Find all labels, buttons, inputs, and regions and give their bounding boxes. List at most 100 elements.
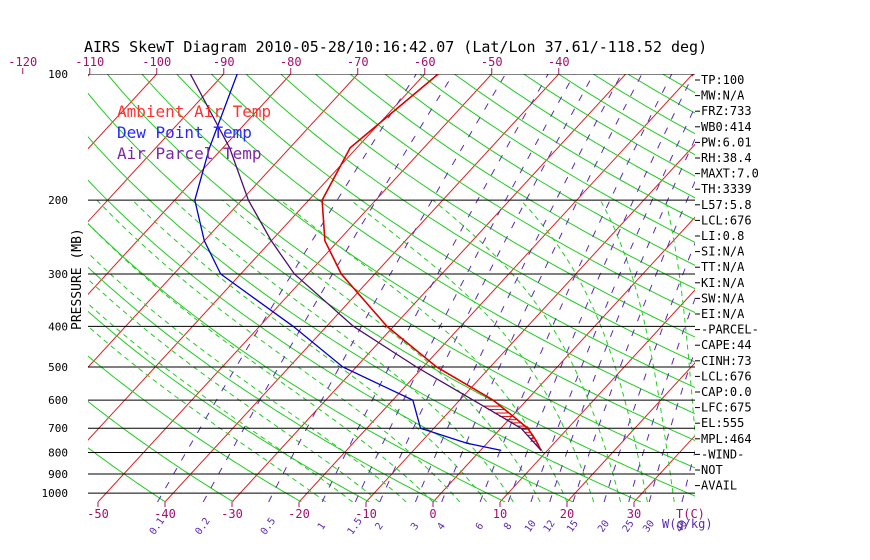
isotherm xyxy=(88,74,426,441)
panel-item: CINH:73 xyxy=(701,354,752,368)
pressure-tick-label: 1000 xyxy=(42,487,69,500)
mixing-ratio-line xyxy=(549,137,695,502)
dry-adiabat xyxy=(801,74,870,502)
series-point xyxy=(236,74,238,75)
panel-item: NOT xyxy=(701,463,723,477)
mixing-ratio-tick-label: 10 xyxy=(523,518,539,534)
mixing-ratio-tick-label: 2 xyxy=(373,521,385,532)
moist-adiabat xyxy=(222,199,541,502)
mixing-ratio-unit-label: W(g/kg) xyxy=(662,517,713,531)
series-point xyxy=(203,240,205,242)
bottom-tick-label: -10 xyxy=(355,507,377,521)
mixing-ratio-tick-label: 0.2 xyxy=(193,516,212,537)
panel-item: TP:100 xyxy=(701,73,744,87)
dry-adiabat xyxy=(836,74,870,502)
y-axis-label: PRESSURE (MB) xyxy=(70,228,85,330)
series-point xyxy=(492,399,494,401)
moist-adiabat xyxy=(88,252,407,502)
top-axis: -120 -110 -100 -90 -80 -70 -60 -50 -40 xyxy=(8,55,570,74)
top-tick-label: -60 xyxy=(414,55,436,69)
series-point xyxy=(352,325,354,327)
dry-adiabat xyxy=(88,179,574,502)
bottom-tick-label: 10 xyxy=(493,507,507,521)
legend-item: Dew Point Temp xyxy=(117,123,252,142)
panel-item: LCL:676 xyxy=(701,213,752,227)
series-point xyxy=(520,427,522,429)
panel-item: EL:555 xyxy=(701,416,744,430)
isotherm xyxy=(633,434,695,502)
moist-adiabat xyxy=(350,199,595,502)
top-tick-label: -120 xyxy=(8,55,37,69)
mixing-ratio-line xyxy=(157,74,417,502)
series-point xyxy=(437,74,439,75)
top-tick-label: -70 xyxy=(347,55,369,69)
isotherm xyxy=(88,74,225,223)
isotherm xyxy=(835,74,870,502)
top-tick-label: -50 xyxy=(481,55,503,69)
bottom-tick-label: -20 xyxy=(288,507,310,521)
dry-adiabat xyxy=(88,447,166,502)
mixing-ratio-line xyxy=(603,241,695,502)
dry-adiabat xyxy=(280,74,695,338)
moist-adiabat xyxy=(88,278,380,502)
series-point xyxy=(386,325,388,327)
ambient-air-temp-line xyxy=(321,74,542,451)
series-point xyxy=(540,449,542,451)
series-point xyxy=(415,366,418,368)
dry-adiabat xyxy=(88,266,438,502)
series-point xyxy=(247,199,249,201)
pressure-tick-label: 300 xyxy=(48,268,68,281)
pressure-axis: 100 200 300 400 500 600 700 800 900 1000 xyxy=(42,68,69,500)
mixing-ratio-line xyxy=(414,74,622,502)
series-point xyxy=(208,147,211,149)
panel-item: WB0:414 xyxy=(701,120,752,134)
mixing-ratio-line xyxy=(202,74,454,502)
series-point xyxy=(293,273,295,275)
pressure-tick-label: 100 xyxy=(48,68,68,81)
pressure-tick-label: 800 xyxy=(48,447,68,460)
panel-item: SW:N/A xyxy=(701,291,745,305)
panel-item: CAPE:44 xyxy=(701,338,752,352)
series-point xyxy=(535,440,537,442)
dry-adiabat xyxy=(245,74,695,363)
dry-adiabat xyxy=(767,74,870,502)
isotherm xyxy=(97,74,493,502)
sounding-series xyxy=(189,74,542,451)
series-point xyxy=(321,199,323,201)
moist-adiabat xyxy=(96,199,461,502)
series-point xyxy=(194,199,196,201)
mixing-ratio-tick-label: 4 xyxy=(435,521,447,532)
moist-adiabat-lines xyxy=(88,199,695,502)
panel-item: CAP:0.0 xyxy=(701,385,752,399)
moist-adiabat xyxy=(280,199,568,502)
panel-item: RH:38.4 xyxy=(701,151,752,165)
moist-adiabat xyxy=(88,302,353,502)
top-tick-label: -80 xyxy=(280,55,302,69)
isotherm xyxy=(499,289,695,502)
isotherm xyxy=(365,143,695,502)
bottom-tick-label: -40 xyxy=(154,507,176,521)
mixing-ratio-tick-label: 1 xyxy=(316,521,328,532)
plot-area xyxy=(0,74,870,502)
pressure-tick-label: 900 xyxy=(48,468,68,481)
panel-item: TT:N/A xyxy=(701,260,745,274)
bottom-tick-label: -50 xyxy=(87,507,109,521)
mixing-ratio-line xyxy=(441,74,643,502)
mixing-ratio-line xyxy=(268,74,506,502)
pressure-tick-label: 400 xyxy=(48,320,68,333)
dry-adiabat xyxy=(523,74,695,177)
isotherm xyxy=(768,74,870,502)
series-point xyxy=(292,325,294,327)
isotherm xyxy=(0,74,23,502)
dry-adiabat xyxy=(88,400,234,502)
bottom-tick-label: 30 xyxy=(627,507,641,521)
panel-item: MAXT:7.0 xyxy=(701,167,759,181)
series-point xyxy=(324,240,326,242)
bottom-axis: -50 -40 -30 -20 -10 0 10 20 30 xyxy=(87,502,641,521)
series-point xyxy=(342,366,344,368)
isotherm xyxy=(164,74,560,502)
moist-adiabat xyxy=(599,199,675,502)
mixing-ratio-line xyxy=(507,74,694,502)
isobar-lines xyxy=(88,74,695,494)
